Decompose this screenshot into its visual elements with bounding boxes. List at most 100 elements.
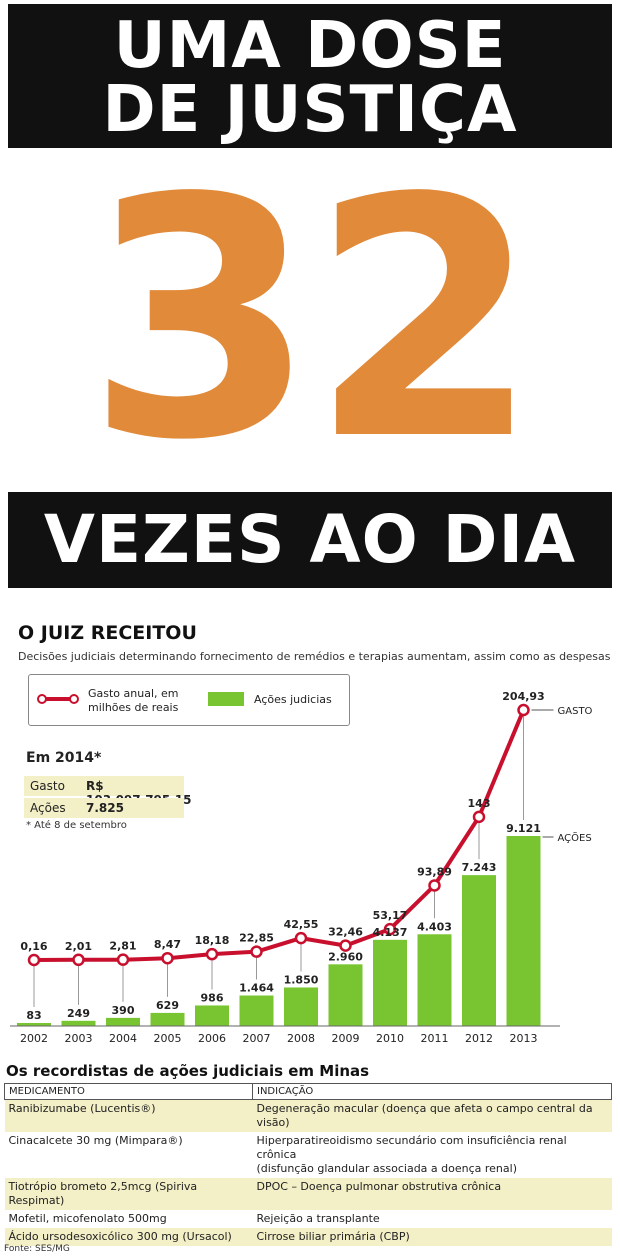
gasto-point-2006 (205, 947, 219, 961)
gasto-point-2004 (116, 953, 130, 966)
table-row: Ranibizumabe (Lucentis®) Degeneração macu… (4, 1099, 612, 1132)
indication-line-1: Hiperparatireoidismo secundário com insu… (256, 1134, 567, 1161)
gasto-point-2005 (161, 951, 174, 965)
bar-2013 (506, 836, 541, 1026)
drug-name: Tiotrópio brometo 2,5mcg (Spiriva Respim… (4, 1178, 253, 1210)
stat-acoes-value: 7.825 (86, 801, 124, 815)
stat-gasto-label: Gasto (30, 779, 65, 793)
indication-line-1: Degeneração macular (doença que afeta o … (256, 1102, 593, 1129)
table-row: Tiotrópio brometo 2,5mcg (Spiriva Respim… (4, 1178, 612, 1210)
indication-line-1: Cirrose biliar primária (CBP) (256, 1230, 410, 1243)
gasto-point-2012 (472, 810, 486, 824)
bar-label-2005: 629 (156, 999, 179, 1012)
bar-label-2006: 986 (201, 991, 224, 1004)
chart-subtitle: Decisões judiciais determinando fornecim… (18, 650, 611, 663)
x-tick-2003: 2003 (65, 1032, 93, 1045)
gasto-label-2007: 22,85 (239, 932, 274, 945)
gasto-label-2008: 42,55 (284, 918, 319, 931)
gasto-label-2002: 0,16 (20, 940, 47, 953)
x-tick-2009: 2009 (332, 1032, 360, 1045)
bar-2008 (284, 987, 318, 1026)
bar-2009 (328, 964, 363, 1026)
chart-legend (28, 674, 350, 726)
bar-2003 (61, 1020, 96, 1026)
x-tick-2010: 2010 (376, 1032, 404, 1045)
acoes-end-label: AÇÕES (558, 831, 592, 844)
hero-line-2: DE JUSTIÇA (102, 73, 518, 147)
gasto-label-2006: 18,18 (195, 934, 230, 947)
legend-line-label-2: milhões de reais (88, 701, 179, 714)
x-tick-2011: 2011 (421, 1032, 449, 1045)
drug-indication: Rejeição a transplante (253, 1210, 612, 1228)
gasto-point-2013 (517, 703, 530, 717)
bar-label-2012: 7.243 (462, 861, 497, 874)
gasto-label-2004: 2,81 (109, 940, 136, 953)
chart-title: O JUIZ RECEITOU (18, 622, 197, 644)
table-row: Cinacalcete 30 mg (Mimpara®) Hiperparatir… (5, 1132, 612, 1178)
drug-indication: DPOC – Doença pulmonar obstrutiva crônic… (252, 1178, 612, 1210)
bar-label-2007: 1.464 (239, 982, 274, 995)
hero-big-number: 32 (86, 128, 539, 512)
drug-indication: Cirrose biliar primária (CBP) (252, 1228, 612, 1246)
stats-title: Em 2014* (26, 750, 102, 766)
hero-line-1: UMA DOSE (113, 9, 507, 83)
legend-bar-swatch (208, 692, 244, 706)
bar-label-2003: 249 (67, 1007, 90, 1020)
gasto-end-label: GASTO (558, 706, 593, 717)
gasto-label-2009: 32,46 (328, 926, 363, 939)
x-tick-2012: 2012 (465, 1032, 493, 1045)
bar-label-2011: 4.403 (417, 920, 452, 933)
table-row: Ácido ursodesoxicólico 300 mg (Ursacol) C… (4, 1228, 612, 1246)
bar-label-2004: 390 (112, 1004, 135, 1017)
drug-indication: Degeneração macular (doença que afeta o … (252, 1099, 612, 1132)
indication-line-1: DPOC – Doença pulmonar obstrutiva crônic… (256, 1180, 502, 1193)
hero-bottom-banner: VEZES AO DIA (8, 492, 612, 588)
connectors-layer (33, 716, 524, 1007)
legend-bar-label: Ações judicias (254, 693, 332, 706)
gasto-point-2007 (250, 945, 263, 958)
bar-2004 (106, 1017, 140, 1026)
bar-label-2013: 9.121 (506, 822, 541, 835)
gasto-point-2011 (428, 879, 441, 892)
stats-note: * Até 8 de setembro (26, 820, 127, 831)
legend-line-label-1: Gasto anual, em (88, 687, 179, 700)
bar-2012 (462, 875, 496, 1026)
drug-indication: Hiperparatireoidismo secundário com insu… (253, 1132, 612, 1178)
gasto-point-2002 (27, 953, 41, 967)
table-row: Mofetil, micofenolato 500mg Rejeição a tr… (5, 1210, 612, 1228)
bar-2005 (150, 1012, 185, 1026)
hero-top-banner: UMA DOSE DE JUSTIÇA (8, 4, 612, 148)
table-header-drug: MEDICAMENTO (4, 1083, 253, 1100)
bar-2011 (417, 934, 452, 1026)
bar-2010 (373, 939, 407, 1026)
bar-2006 (195, 1005, 229, 1026)
bars-layer (17, 836, 541, 1026)
x-tick-2006: 2006 (198, 1032, 226, 1045)
drug-name: Mofetil, micofenolato 500mg (8, 1212, 167, 1225)
drug-table: MEDICAMENTO INDICAÇÃO Ranibizumabe (Luce… (4, 1083, 612, 1246)
bar-label-2008: 1.850 (284, 973, 319, 986)
axis-layer: 2002 2003 2004 2005 2006 2007 2008 2009 2010 2011… (10, 1025, 560, 1045)
indication-line-1: Rejeição a transplante (256, 1212, 380, 1225)
hero-line-3: VEZES AO DIA (43, 501, 577, 578)
table-title: Os recordistas de ações judiciais em Min… (6, 1062, 370, 1080)
gasto-label-2003: 2,01 (65, 940, 92, 953)
bar-label-2010: 4.137 (373, 926, 408, 939)
x-tick-2007: 2007 (243, 1032, 271, 1045)
legend-line-dot-right (69, 694, 79, 704)
bar-label-2009: 2.960 (328, 950, 363, 963)
drug-name: Ácido ursodesoxicólico 300 mg (Ursacol) (4, 1228, 253, 1246)
indication-line-2: (disfunção glandular associada a doença … (256, 1162, 518, 1175)
x-tick-2013: 2013 (510, 1032, 538, 1045)
gasto-label-2013: 204,93 (502, 690, 544, 703)
stat-acoes-label: Ações (30, 801, 66, 815)
line-layer (27, 703, 530, 967)
gasto-label-2012: 143 (468, 797, 491, 810)
gasto-point-2009 (339, 939, 352, 952)
stat-row-gasto: Gasto R$ 103.097.795,15 (24, 776, 192, 807)
bar-label-2002: 83 (26, 1009, 41, 1022)
labels-layer: 83 249 390 629 986 1.464 1.850 2.960 4.137 4.403 7… (20, 690, 592, 1022)
x-tick-2008: 2008 (287, 1032, 315, 1045)
drug-name: Ranibizumabe (Lucentis®) (4, 1099, 253, 1132)
